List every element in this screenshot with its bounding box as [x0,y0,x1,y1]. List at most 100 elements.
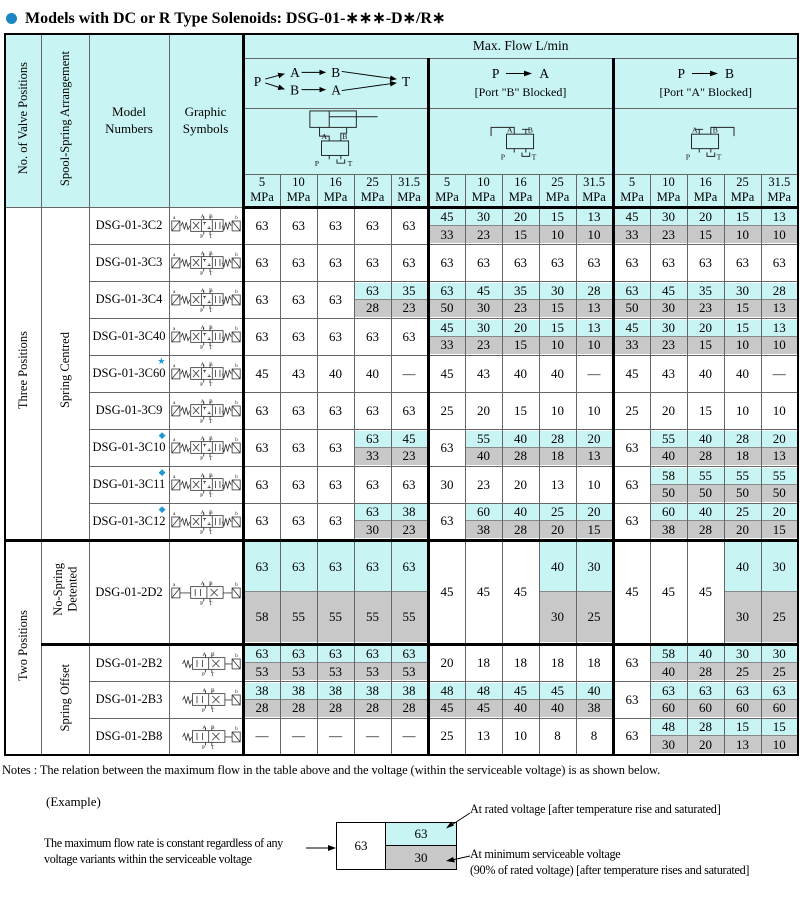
flow-value-cell: — [241,717,281,756]
flow-value-cell: 60 38 [649,502,688,541]
flow-value-cell: 30 23 [649,206,688,245]
model-number: DSG-01-3C9 [88,391,170,430]
flow-value-cell: 38 28 [279,680,318,719]
min-voltage-note: At minimum serviceable voltage (90% of r… [470,847,750,878]
flow-value-cell: 48 45 [464,680,503,719]
flow-value-cell: 60 38 [464,502,503,541]
flow-value-cell: 45 [686,538,725,645]
flow-value-cell: 63 60 [686,680,725,719]
svg-text:P: P [200,493,203,498]
pressure-header: 16 MPa [316,173,355,209]
flow-value-cell: 10 [575,465,614,504]
schematic-port-b-blocked: A B P T [426,107,614,175]
arrangement-label: Spring Centred [40,206,90,541]
valve-symbol: A B P T a b [170,473,241,498]
valve-symbol: A B P T b [181,725,241,750]
svg-text:A: A [200,214,204,220]
svg-text:A: A [290,65,300,80]
flow-value-cell: 63 55 [353,538,392,645]
svg-text:b: b [235,290,238,295]
flow-value-cell: 45 [611,354,651,393]
valve-symbol: A B P T a b [170,251,241,276]
flow-value-cell: 63 53 [353,642,392,682]
model-number: DSG-01-3C3 [88,243,170,282]
pressure-header: 10 MPa [279,173,318,209]
pressure-header: 10 MPa [464,173,503,209]
flow-value-cell: 18 [464,642,503,682]
svg-text:P: P [200,530,203,535]
flow-value-cell: 15 10 [723,317,762,356]
model-number: DSG-01-2B2 [88,642,170,682]
svg-text:T: T [402,73,410,88]
svg-text:A: A [200,580,204,586]
svg-text:B: B [209,509,213,515]
section-label: Three Positions [4,206,42,541]
model-number: DSG-01-3C60 ★ [88,354,170,393]
flow-value-cell: 40 [316,354,355,393]
diamond-icon: ◆ [158,503,166,514]
flow-value-cell: 55 50 [686,465,725,504]
flow-value-cell: 40 [723,354,762,393]
flow-value-cell: 63 [426,428,466,467]
flow-value-cell: 63 [316,317,355,356]
flow-value-cell: 63 53 [390,642,429,682]
svg-text:A: A [692,125,698,134]
flow-value-cell: 63 [723,243,762,282]
svg-text:P: P [200,308,203,313]
flow-value-cell: 48 30 [649,717,688,756]
flow-value-cell: 15 10 [723,206,762,245]
flow-value-cell: 63 [279,391,318,430]
example-arrow-icon [306,840,336,858]
flow-value-cell: 63 [353,206,392,245]
flow-value-cell: 63 [316,206,355,245]
model-number: DSG-01-3C10 ◆ [88,428,170,467]
flow-value-cell: 40 [353,354,392,393]
example-left-text: The maximum flow rate is constant regard… [44,836,283,866]
flow-value-cell: 35 23 [501,280,540,319]
flow-value-cell: 63 [316,465,355,504]
max-flow-header: Max. Flow L/min [241,33,799,59]
svg-text:a: a [173,327,176,332]
svg-text:B: B [209,436,213,442]
flow-value-cell: 15 13 [723,717,762,756]
flow-value-cell: 30 25 [760,538,799,645]
flow-value-cell: 63 60 [723,680,762,719]
flow-value-cell: 38 23 [390,502,429,541]
svg-text:B: B [331,65,340,80]
flow-value-cell: 63 [611,502,651,541]
flow-value-cell: 15 10 [760,717,799,756]
schematic-port-a-blocked: A B P T [611,107,799,175]
flow-value-cell: 40 28 [686,642,725,682]
flow-value-cell: 23 [464,465,503,504]
flow-value-cell: 63 [390,206,429,245]
flow-value-cell: 13 10 [575,317,614,356]
flow-value-cell: 45 [426,538,466,645]
valve-symbol: A B P T a b [170,509,241,535]
flow-value-cell: 38 28 [353,680,392,719]
flow-value-cell: 63 [279,243,318,282]
flow-value-cell: 63 [353,465,392,504]
svg-text:B: B [527,125,532,134]
flow-value-cell: — [760,354,799,393]
flow-value-cell: — [390,717,429,756]
valve-blocked-diagram: A B P T [685,125,735,161]
flow-value-cell: 63 [390,317,429,356]
header-row-pressures: 5 MPa 10 MPa 16 MPa 25 MPa 31.5 MPa 5 MPa 10 MPa 16 MPa… [5,173,799,209]
flow-value-cell: 10 [760,391,799,430]
flow-value-cell: 63 50 [611,280,651,319]
model-number: DSG-01-3C40 [88,317,170,356]
diamond-icon: ◆ [158,466,166,477]
svg-text:B: B [342,132,347,141]
svg-text:T: T [347,159,352,168]
model-number: DSG-01-2B8 [88,717,170,756]
flow-value-cell: 18 [538,642,577,682]
flow-value-cell: 45 30 [464,280,503,319]
flow-value-cell: 63 [611,642,651,682]
svg-text:B: B [209,251,213,257]
